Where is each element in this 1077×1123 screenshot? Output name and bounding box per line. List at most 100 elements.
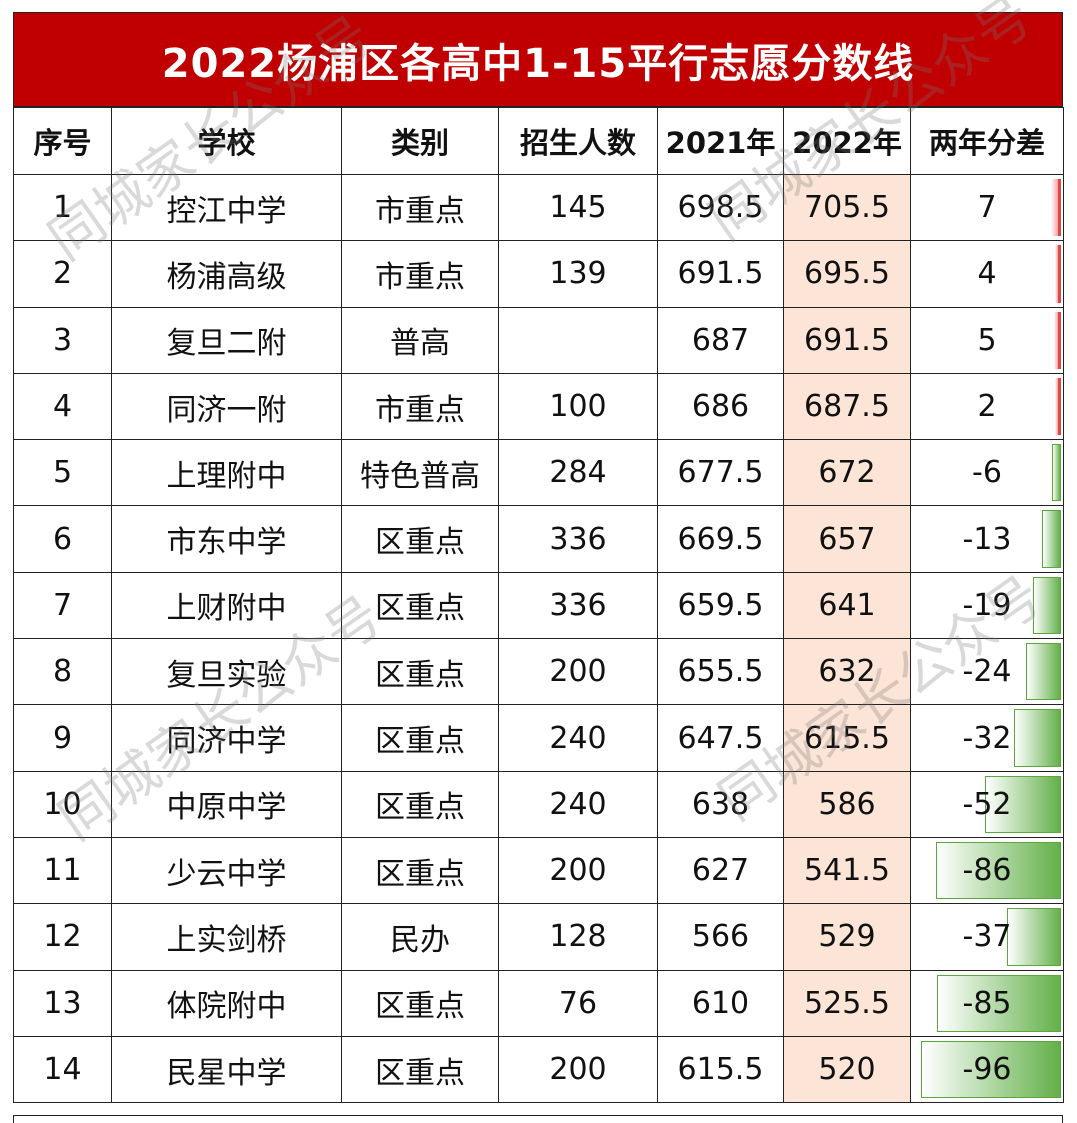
cell-enroll: 336 — [498, 571, 658, 640]
diff-data-bar — [1051, 179, 1061, 237]
header-type: 类别 — [341, 107, 499, 175]
cell-type: 区重点 — [341, 638, 499, 706]
diff-text: 4 — [977, 256, 997, 292]
table-row: 7 上财附中 区重点 336 659.5 641 -19 — [13, 571, 1064, 640]
cell-2021: 691.5 — [657, 240, 784, 308]
cell-no: 14 — [13, 1035, 112, 1104]
cell-2022: 615.5 — [783, 704, 911, 772]
cell-school: 同济一附 — [111, 372, 342, 441]
cell-2022: 541.5 — [783, 836, 911, 905]
cell-no: 12 — [13, 903, 112, 971]
diff-data-bar — [1055, 377, 1061, 436]
cell-type: 普高 — [341, 306, 499, 374]
cell-type: 区重点 — [341, 505, 499, 573]
cell-no: 3 — [13, 306, 112, 374]
cell-2021: 686 — [657, 372, 784, 441]
diff-data-bar — [1042, 510, 1061, 568]
cell-2022: 657 — [783, 505, 911, 573]
cell-no: 1 — [13, 173, 112, 242]
cell-2021: 687 — [657, 306, 784, 374]
cell-type: 区重点 — [341, 1035, 499, 1104]
diff-text: 2 — [977, 389, 997, 425]
diff-text: -96 — [962, 1052, 1012, 1087]
diff-text: -86 — [962, 853, 1012, 889]
cell-2021: 647.5 — [657, 704, 784, 772]
cell-enroll: 200 — [498, 1035, 658, 1104]
cell-type: 民办 — [341, 903, 499, 971]
cell-school: 复旦实验 — [111, 638, 342, 706]
cell-diff: 5 — [910, 306, 1064, 374]
diff-text: -13 — [962, 521, 1012, 557]
cell-school: 上实剑桥 — [111, 903, 342, 971]
cell-2021: 698.5 — [657, 173, 784, 242]
cell-2021: 669.5 — [657, 505, 784, 573]
cell-2022: 529 — [783, 903, 911, 971]
cell-type: 区重点 — [341, 571, 499, 640]
diff-data-bar — [1055, 245, 1061, 303]
diff-data-bar — [1054, 311, 1061, 369]
header-enroll: 招生人数 — [498, 107, 658, 175]
score-sheet: 2022杨浦区各高中1-15平行志愿分数线 序号 学校 类别 招生人数 2021… — [13, 12, 1064, 1123]
cell-no: 5 — [13, 439, 112, 507]
score-table: 序号 学校 类别 招生人数 2021年 2022年 两年分差 1 控江中学 市重点 1… — [13, 107, 1064, 1104]
table-row: 2 杨浦高级 市重点 139 691.5 695.5 4 — [13, 240, 1064, 308]
cell-type: 市重点 — [341, 173, 499, 242]
cell-2022: 641 — [783, 571, 911, 640]
cell-type: 特色普高 — [341, 439, 499, 507]
table-row: 10 中原中学 区重点 240 638 586 -52 — [13, 770, 1064, 838]
cell-no: 2 — [13, 240, 112, 308]
diff-data-bar — [1014, 709, 1061, 767]
cell-type: 区重点 — [341, 704, 499, 772]
cell-2021: 566 — [657, 903, 784, 971]
cell-no: 11 — [13, 836, 112, 905]
cell-diff: -13 — [910, 505, 1064, 573]
cell-diff: -6 — [910, 439, 1064, 507]
cell-diff: -19 — [910, 571, 1064, 640]
cell-type: 市重点 — [341, 372, 499, 441]
diff-data-bar — [1007, 908, 1061, 966]
diff-data-bar — [937, 974, 1061, 1032]
cell-school: 市东中学 — [111, 505, 342, 573]
cell-enroll: 284 — [498, 439, 658, 507]
cell-enroll: 139 — [498, 240, 658, 308]
cell-school: 上理附中 — [111, 439, 342, 507]
cell-diff: 4 — [910, 240, 1064, 308]
cell-no: 13 — [13, 969, 112, 1037]
cell-no: 10 — [13, 770, 112, 838]
cell-no: 8 — [13, 638, 112, 706]
table-row: 9 同济中学 区重点 240 647.5 615.5 -32 — [13, 704, 1064, 772]
cell-2022: 691.5 — [783, 306, 911, 374]
cell-school: 少云中学 — [111, 836, 342, 905]
cell-school: 控江中学 — [111, 173, 342, 242]
table-row: 13 体院附中 区重点 76 610 525.5 -85 — [13, 969, 1064, 1037]
cell-school: 杨浦高级 — [111, 240, 342, 308]
diff-data-bar — [1052, 444, 1061, 502]
diff-text: -32 — [962, 720, 1012, 756]
diff-text: -24 — [962, 654, 1012, 690]
cell-no: 7 — [13, 571, 112, 640]
table-row: 4 同济一附 市重点 100 686 687.5 2 — [13, 372, 1064, 441]
cell-no: 6 — [13, 505, 112, 573]
cell-2021: 615.5 — [657, 1035, 784, 1104]
table-row: 6 市东中学 区重点 336 669.5 657 -13 — [13, 505, 1064, 573]
header-diff: 两年分差 — [910, 107, 1064, 175]
cell-2021: 655.5 — [657, 638, 784, 706]
cell-enroll: 128 — [498, 903, 658, 971]
header-2022: 2022年 — [783, 107, 911, 175]
cell-school: 同济中学 — [111, 704, 342, 772]
cell-enroll: 240 — [498, 704, 658, 772]
cell-enroll: 336 — [498, 505, 658, 573]
cell-school: 民星中学 — [111, 1035, 342, 1104]
diff-data-bar — [936, 841, 1061, 900]
table-row: 8 复旦实验 区重点 200 655.5 632 -24 — [13, 638, 1064, 706]
cell-2021: 677.5 — [657, 439, 784, 507]
cell-no: 4 — [13, 372, 112, 441]
cell-school: 中原中学 — [111, 770, 342, 838]
diff-text: -52 — [962, 786, 1012, 822]
cell-diff: 7 — [910, 173, 1064, 242]
cell-2021: 638 — [657, 770, 784, 838]
diff-text: 7 — [977, 190, 997, 226]
next-row-edge — [13, 1115, 1063, 1123]
cell-diff: -96 — [910, 1035, 1064, 1104]
cell-no: 9 — [13, 704, 112, 772]
